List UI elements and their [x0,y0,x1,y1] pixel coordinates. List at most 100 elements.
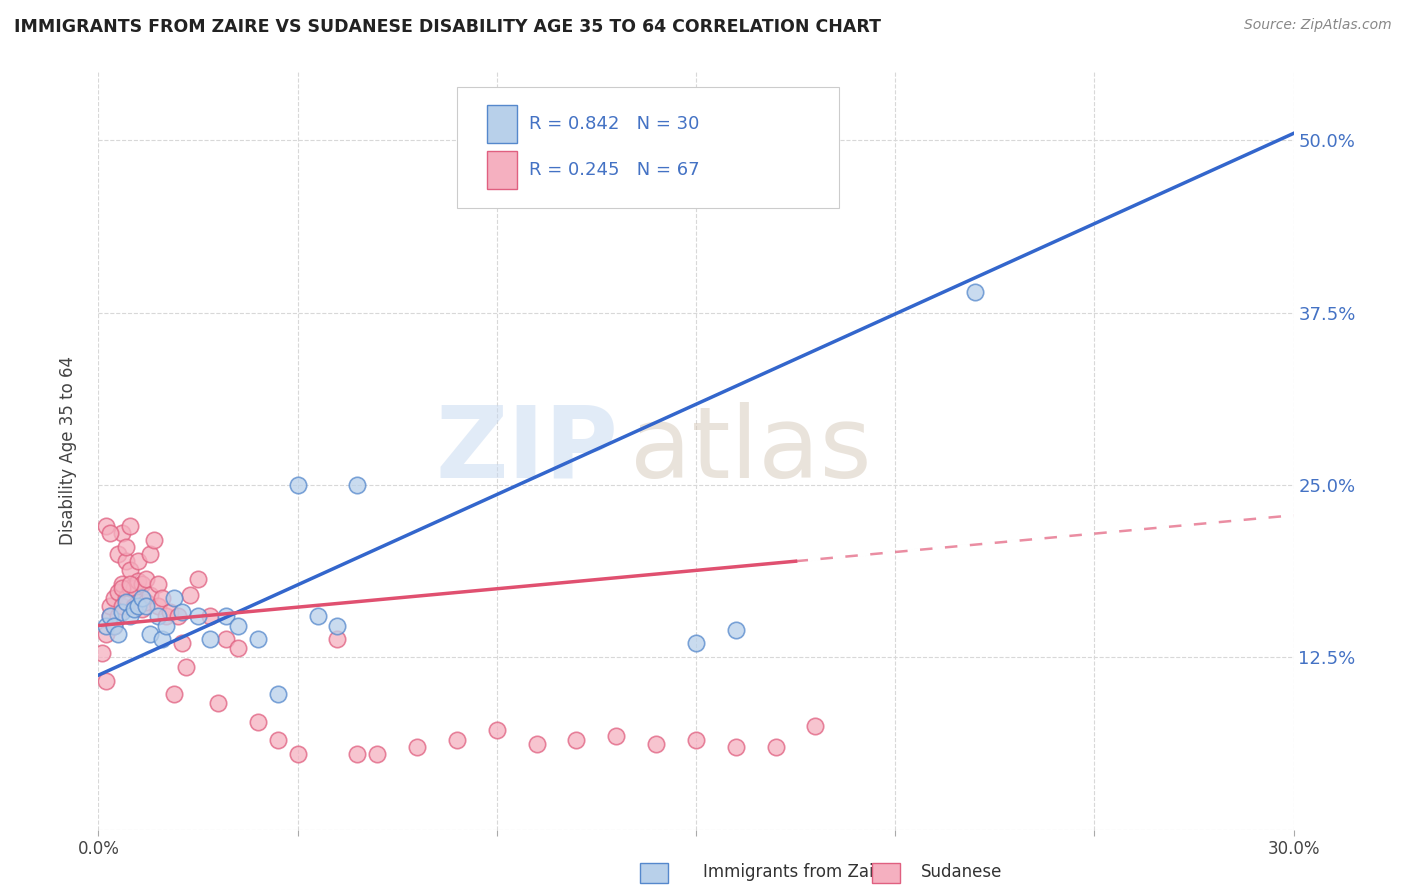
Point [111,605,134,619]
Point [485,723,508,738]
Point [127,599,149,614]
Point [326,632,349,647]
Point [148,577,170,591]
Point [120,519,142,533]
Point [127,554,149,568]
Point [215,632,238,647]
Point [111,526,134,541]
Point [124,599,146,614]
Point [167,608,190,623]
Point [103,618,125,632]
Point [155,608,177,623]
Point [103,618,125,632]
Point [148,608,170,623]
Point [215,608,238,623]
Point [96,519,118,533]
Text: ZIP: ZIP [436,402,619,499]
Point [107,608,129,623]
Point [115,595,138,609]
Point [120,608,142,623]
Point [724,739,747,754]
Point [226,618,249,632]
Point [198,608,221,623]
Point [135,599,157,614]
Point [287,747,309,761]
Point [685,733,707,747]
Point [98,526,122,541]
Point [187,572,209,586]
Point [111,577,134,591]
Point [115,554,138,568]
FancyBboxPatch shape [486,105,517,144]
Point [120,563,142,577]
Y-axis label: Disability Age 35 to 64: Disability Age 35 to 64 [59,356,77,545]
Point [127,574,149,589]
Point [346,747,368,761]
Point [115,591,138,605]
Point [267,733,290,747]
FancyBboxPatch shape [457,87,839,208]
Point [127,595,149,609]
Point [115,540,138,554]
Point [131,591,153,605]
Point [148,599,170,614]
Point [91,646,114,660]
Point [174,660,197,674]
Text: Sudanese: Sudanese [921,863,1002,881]
Point [131,602,153,616]
Point [98,608,122,623]
Point [96,618,118,632]
Text: Source: ZipAtlas.com: Source: ZipAtlas.com [1244,18,1392,32]
Point [143,533,166,547]
Point [155,618,177,632]
Point [187,608,209,623]
Point [131,577,153,591]
Point [246,714,269,729]
Point [605,729,627,743]
Point [135,572,157,586]
Point [139,588,162,602]
Point [98,599,122,614]
Point [226,640,249,655]
Point [406,739,429,754]
Point [124,582,146,596]
Point [267,688,290,702]
Point [287,478,309,492]
Point [150,632,173,647]
Point [172,636,194,650]
Point [120,582,142,596]
Point [645,737,668,751]
Point [135,595,157,609]
Point [366,747,388,761]
Point [150,591,173,605]
Point [685,636,707,650]
Point [107,627,129,641]
Point [107,547,129,561]
Point [246,632,269,647]
FancyBboxPatch shape [486,151,517,189]
Point [139,547,162,561]
Point [565,733,588,747]
Text: atlas: atlas [630,402,872,499]
Point [207,696,229,710]
Text: R = 0.842   N = 30: R = 0.842 N = 30 [529,115,699,134]
Point [163,591,186,605]
Point [765,739,787,754]
Point [103,591,125,605]
Point [963,285,986,299]
Point [124,602,146,616]
Point [98,608,122,623]
Point [163,688,186,702]
Point [120,577,142,591]
Text: Immigrants from Zaire: Immigrants from Zaire [703,863,890,881]
Point [159,605,181,619]
Point [172,605,194,619]
Point [526,737,548,751]
Point [804,719,827,733]
Point [326,618,349,632]
Point [307,608,329,623]
Text: IMMIGRANTS FROM ZAIRE VS SUDANESE DISABILITY AGE 35 TO 64 CORRELATION CHART: IMMIGRANTS FROM ZAIRE VS SUDANESE DISABI… [14,18,882,36]
Point [198,632,221,647]
Text: R = 0.245   N = 67: R = 0.245 N = 67 [529,161,699,179]
Point [96,627,118,641]
